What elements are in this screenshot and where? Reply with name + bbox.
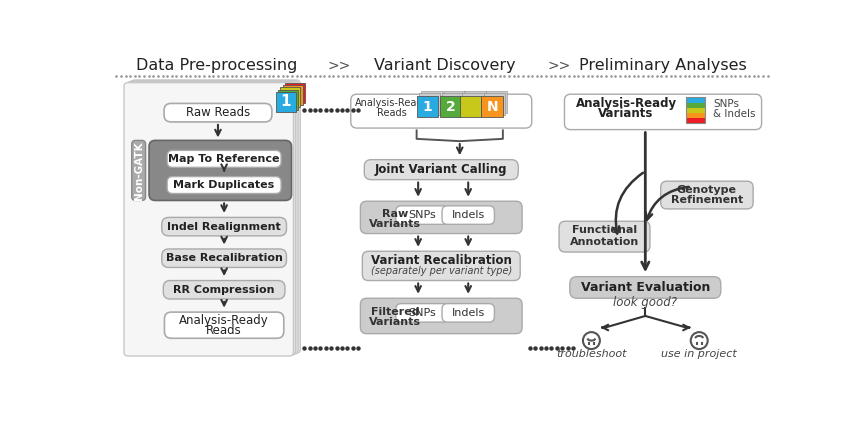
Text: Variants: Variants (599, 107, 654, 120)
Text: Non-GATK: Non-GATK (134, 141, 143, 200)
Text: Indels: Indels (452, 308, 485, 318)
FancyBboxPatch shape (162, 249, 287, 267)
Text: & Indels: & Indels (713, 109, 756, 119)
Text: Joint Variant Calling: Joint Variant Calling (375, 163, 507, 176)
Text: Variant Evaluation: Variant Evaluation (581, 281, 710, 294)
Bar (444, 91, 466, 113)
Text: SNPs: SNPs (408, 308, 435, 318)
Bar (422, 91, 442, 113)
Text: Analysis-Ready: Analysis-Ready (575, 97, 677, 110)
Bar (280, 87, 301, 107)
Bar (686, 97, 705, 102)
Text: Variants: Variants (369, 219, 421, 229)
FancyBboxPatch shape (396, 206, 448, 224)
Text: look good?: look good? (613, 295, 677, 308)
FancyBboxPatch shape (564, 94, 761, 130)
Text: use in project: use in project (661, 349, 737, 359)
FancyBboxPatch shape (442, 304, 494, 322)
FancyBboxPatch shape (559, 221, 650, 252)
Bar (486, 91, 507, 113)
FancyBboxPatch shape (126, 82, 295, 355)
FancyBboxPatch shape (129, 81, 298, 354)
FancyBboxPatch shape (360, 201, 522, 234)
FancyBboxPatch shape (570, 276, 721, 298)
Bar (276, 92, 295, 112)
FancyBboxPatch shape (351, 94, 531, 128)
Text: Annotation: Annotation (570, 237, 639, 247)
Text: RR Compression: RR Compression (174, 285, 275, 295)
Text: Indel Realignment: Indel Realignment (168, 222, 281, 232)
Bar (481, 96, 503, 118)
Text: (separately per variant type): (separately per variant type) (371, 266, 511, 276)
Bar (283, 85, 302, 105)
FancyBboxPatch shape (131, 80, 301, 353)
Text: 1: 1 (422, 99, 432, 114)
Text: troubleshoot: troubleshoot (556, 349, 626, 359)
Text: Map To Reference: Map To Reference (168, 154, 280, 164)
FancyBboxPatch shape (164, 312, 283, 338)
Bar (462, 93, 484, 115)
Text: Variant Recalibration: Variant Recalibration (371, 254, 511, 267)
Text: Reads: Reads (206, 324, 242, 337)
Text: SNPs: SNPs (408, 210, 435, 220)
Text: Variants: Variants (369, 317, 421, 327)
Text: Refinement: Refinement (670, 195, 743, 206)
FancyBboxPatch shape (124, 83, 294, 356)
Text: >>: >> (328, 59, 352, 73)
Text: Raw: Raw (382, 209, 408, 219)
Text: Mark Duplicates: Mark Duplicates (174, 180, 275, 190)
Bar (460, 96, 481, 118)
Text: Functional: Functional (572, 226, 637, 235)
Text: Filtered: Filtered (371, 307, 419, 317)
FancyBboxPatch shape (167, 177, 281, 194)
Bar (686, 108, 705, 113)
Bar (440, 96, 461, 118)
Text: Reads: Reads (377, 108, 407, 118)
Bar (416, 96, 438, 118)
Bar (464, 91, 486, 113)
Bar (285, 83, 305, 103)
FancyBboxPatch shape (362, 251, 520, 280)
FancyBboxPatch shape (442, 206, 494, 224)
Bar (484, 93, 505, 115)
Text: SNPs: SNPs (713, 99, 739, 109)
FancyBboxPatch shape (149, 140, 291, 200)
FancyBboxPatch shape (167, 150, 281, 167)
Text: >>: >> (548, 59, 571, 73)
Text: 2: 2 (446, 99, 455, 114)
Bar (419, 93, 441, 115)
FancyBboxPatch shape (162, 217, 287, 236)
Bar (278, 89, 298, 110)
FancyBboxPatch shape (661, 181, 753, 209)
Text: Preliminary Analyses: Preliminary Analyses (579, 58, 746, 73)
Text: Base Recalibration: Base Recalibration (166, 253, 283, 263)
Text: Raw Reads: Raw Reads (186, 106, 250, 119)
FancyBboxPatch shape (131, 140, 145, 200)
Bar (686, 102, 705, 108)
FancyBboxPatch shape (163, 280, 285, 299)
FancyBboxPatch shape (360, 298, 522, 334)
Text: Genotype: Genotype (677, 184, 737, 195)
FancyBboxPatch shape (396, 304, 448, 322)
Bar (686, 118, 705, 124)
Text: Analysis-Ready: Analysis-Ready (355, 98, 429, 108)
Bar (442, 93, 464, 115)
Bar (686, 97, 705, 124)
FancyBboxPatch shape (365, 160, 518, 180)
Text: N: N (486, 99, 498, 114)
Text: Variant Discovery: Variant Discovery (374, 58, 516, 73)
Text: Analysis-Ready: Analysis-Ready (179, 314, 269, 327)
Text: 1: 1 (281, 94, 291, 109)
FancyBboxPatch shape (164, 103, 272, 122)
Text: Data Pre-processing: Data Pre-processing (136, 58, 297, 73)
Bar (686, 113, 705, 118)
Text: Indels: Indels (452, 210, 485, 220)
